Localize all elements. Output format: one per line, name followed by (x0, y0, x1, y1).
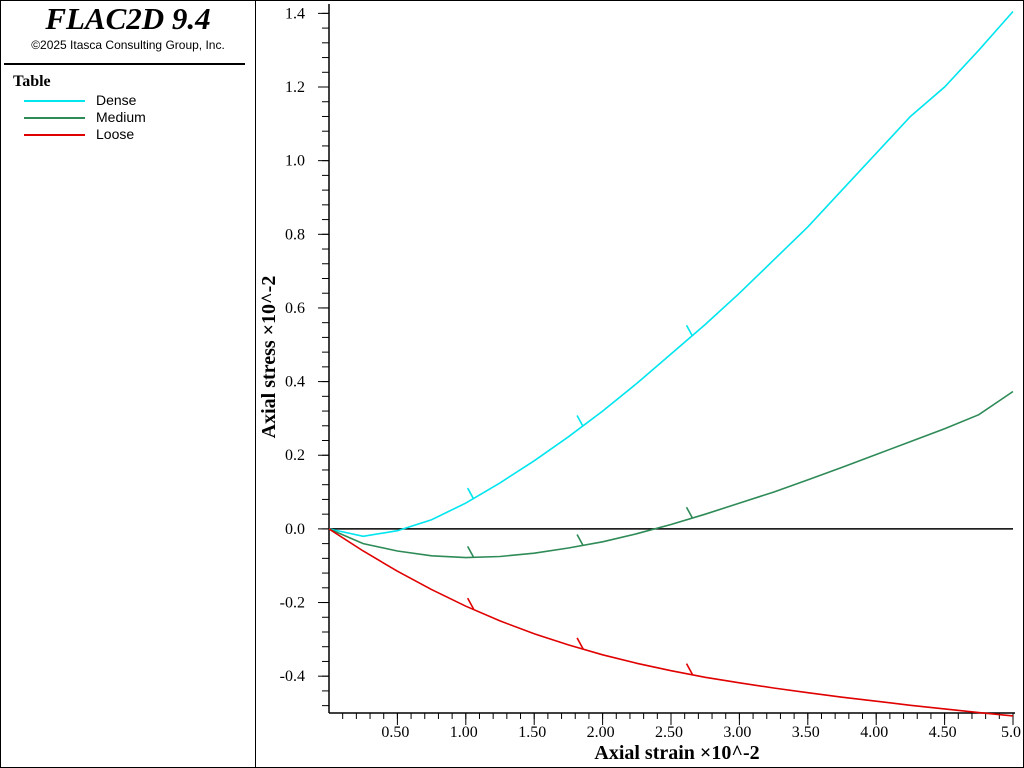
series-line-dense (328, 10, 1014, 538)
x-tick-label: 1.00 (450, 724, 478, 741)
y-axis-title: Axial stress ×10^-2 (258, 276, 280, 439)
title-divider (4, 63, 245, 65)
y-axis-ticks: -0.4 -0.2 0.0 0.2 0.4 0.6 0.8 1.0 1.2 1.4 (280, 5, 329, 707)
y-tick-label: 1.4 (285, 5, 305, 22)
series-marker-loose (466, 597, 475, 610)
series-marker-dense (576, 415, 584, 427)
series-group (328, 10, 1014, 717)
x-tick-label: 4.50 (929, 724, 957, 741)
y-tick-label: -0.2 (280, 595, 305, 612)
series-line-loose (328, 528, 1014, 717)
y-tick-label: 0.2 (285, 447, 305, 464)
legend-heading: Table (13, 73, 51, 90)
x-tick-label: 2.50 (655, 724, 683, 741)
x-tick-label: 2.00 (587, 724, 615, 741)
copyright-notice: ©2025 Itasca Consulting Group, Inc. (31, 38, 225, 52)
series-marker-dense (466, 487, 475, 500)
x-tick-label: 5.0 (1001, 724, 1021, 741)
legend-label-medium: Medium (96, 109, 146, 125)
x-axis-title: Axial strain ×10^-2 (594, 742, 759, 764)
x-axis-ticks: 0.50 1.00 1.50 2.00 2.50 3.00 3.50 4.00 4.50 5.0 (342, 713, 1021, 741)
legend-panel: FLAC2D 9.4 ©2025 Itasca Consulting Group… (0, 0, 256, 768)
x-tick-label: 4.00 (860, 724, 888, 741)
y-tick-label: 1.2 (285, 79, 305, 96)
app-title: FLAC2D 9.4 (45, 1, 211, 36)
x-tick-label: 1.50 (518, 724, 546, 741)
legend-swatch-medium (24, 117, 85, 119)
y-tick-label: 1.0 (285, 153, 305, 170)
legend-label-loose: Loose (96, 126, 135, 142)
series-marker-medium (466, 546, 475, 558)
series-marker-loose (576, 637, 584, 650)
y-tick-label: 0.6 (285, 300, 305, 317)
x-tick-label: 0.50 (381, 724, 409, 741)
series-marker-medium (685, 506, 694, 519)
y-tick-label: 0.8 (285, 226, 305, 243)
series-line-medium (328, 390, 1014, 559)
series-marker-loose (685, 663, 694, 676)
legend-label-dense: Dense (96, 92, 137, 108)
series-marker-dense (685, 324, 694, 337)
x-tick-label: 3.50 (792, 724, 820, 741)
y-tick-label: -0.4 (280, 668, 305, 685)
legend-swatch-dense (24, 100, 85, 102)
x-tick-label: 3.00 (723, 724, 751, 741)
series-marker-medium (576, 534, 584, 546)
y-tick-label: 0.4 (285, 374, 305, 391)
y-tick-label: 0.0 (285, 521, 305, 538)
legend-swatch-loose (24, 134, 85, 136)
